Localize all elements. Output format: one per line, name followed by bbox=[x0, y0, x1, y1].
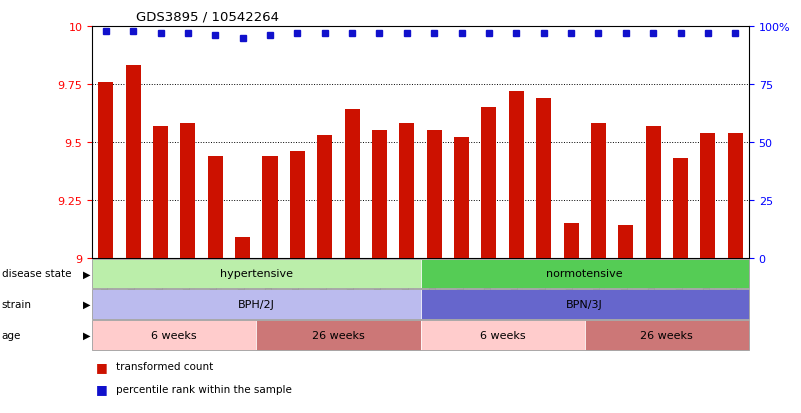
Text: 26 weeks: 26 weeks bbox=[312, 330, 364, 340]
Bar bbox=[481, 108, 497, 258]
Text: 6 weeks: 6 weeks bbox=[151, 330, 197, 340]
Bar bbox=[99, 82, 113, 258]
Text: percentile rank within the sample: percentile rank within the sample bbox=[116, 384, 292, 394]
Bar bbox=[536, 99, 551, 258]
Bar bbox=[290, 152, 305, 258]
Text: BPH/2J: BPH/2J bbox=[238, 299, 275, 309]
Bar bbox=[591, 124, 606, 258]
Bar bbox=[700, 133, 715, 258]
Bar bbox=[263, 157, 277, 258]
Text: ▶: ▶ bbox=[83, 269, 91, 279]
Text: disease state: disease state bbox=[2, 269, 71, 279]
Bar bbox=[564, 223, 578, 258]
Text: ▶: ▶ bbox=[83, 299, 91, 309]
Bar bbox=[317, 135, 332, 258]
Bar bbox=[372, 131, 387, 258]
Text: ■: ■ bbox=[96, 382, 108, 396]
Bar bbox=[207, 157, 223, 258]
Text: age: age bbox=[2, 330, 21, 340]
Bar bbox=[454, 138, 469, 258]
Text: transformed count: transformed count bbox=[116, 361, 213, 371]
Bar bbox=[153, 126, 168, 258]
Text: BPN/3J: BPN/3J bbox=[566, 299, 603, 309]
Bar bbox=[400, 124, 414, 258]
Text: hypertensive: hypertensive bbox=[219, 269, 293, 279]
Text: normotensive: normotensive bbox=[546, 269, 623, 279]
Bar bbox=[427, 131, 441, 258]
Bar bbox=[509, 92, 524, 258]
Bar bbox=[618, 226, 634, 258]
Bar bbox=[126, 66, 141, 258]
Text: 26 weeks: 26 weeks bbox=[641, 330, 693, 340]
Text: 6 weeks: 6 weeks bbox=[480, 330, 525, 340]
Bar bbox=[673, 159, 688, 258]
Text: strain: strain bbox=[2, 299, 31, 309]
Bar bbox=[646, 126, 661, 258]
Text: GDS3895 / 10542264: GDS3895 / 10542264 bbox=[136, 10, 280, 23]
Bar bbox=[344, 110, 360, 258]
Bar bbox=[235, 237, 250, 258]
Text: ■: ■ bbox=[96, 360, 108, 373]
Text: ▶: ▶ bbox=[83, 330, 91, 340]
Bar bbox=[180, 124, 195, 258]
Bar bbox=[728, 133, 743, 258]
